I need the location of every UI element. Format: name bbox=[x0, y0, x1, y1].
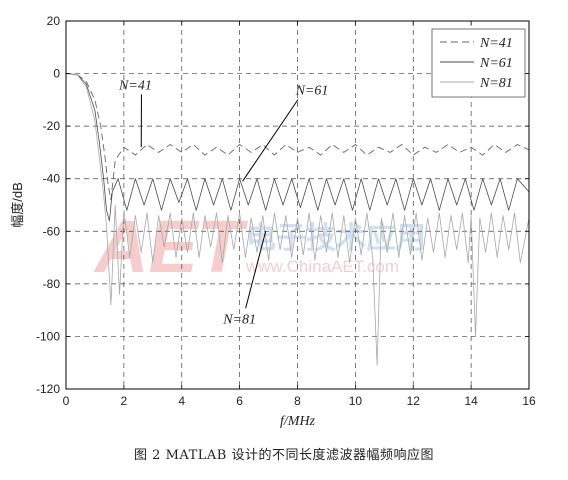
x-tick-label: 4 bbox=[178, 394, 185, 408]
annotation-leader-line bbox=[245, 231, 267, 309]
x-tick-label: 2 bbox=[121, 394, 128, 408]
x-tick-label: 16 bbox=[522, 394, 536, 408]
y-tick-label: -40 bbox=[43, 172, 61, 186]
y-axis-label: 幅度/dB bbox=[10, 182, 25, 228]
legend-entry: N=81 bbox=[479, 76, 513, 91]
x-tick-label: 12 bbox=[407, 394, 421, 408]
x-tick-label: 14 bbox=[464, 394, 478, 408]
x-tick-label: 0 bbox=[63, 394, 70, 408]
series-line-1 bbox=[65, 73, 530, 222]
x-axis-label: f/MHz bbox=[280, 414, 316, 429]
y-tick-label: -60 bbox=[43, 224, 61, 238]
legend-entry: N=61 bbox=[479, 56, 513, 71]
annotation-leader-line bbox=[242, 99, 299, 182]
y-tick-label: 20 bbox=[47, 14, 61, 28]
x-tick-labels: 0 2 4 6 8 10 12 14 16 bbox=[63, 394, 536, 408]
y-tick-label: -80 bbox=[43, 277, 61, 291]
watermark: AET 电子技术应用 www.ChinaAET.com bbox=[93, 205, 426, 288]
y-tick-label: 0 bbox=[53, 67, 60, 81]
x-tick-label: 10 bbox=[349, 394, 363, 408]
y-tick-label: -120 bbox=[36, 382, 60, 396]
series-lines bbox=[65, 73, 530, 366]
annotations: N=41 N=61 N=81 bbox=[118, 78, 328, 327]
y-tick-labels: 20 0 -20 -40 -60 -80 -100 -120 bbox=[36, 14, 60, 396]
series-line-0 bbox=[65, 73, 530, 201]
legend: N=41 N=61 N=81 bbox=[431, 28, 526, 98]
x-tick-label: 6 bbox=[236, 394, 243, 408]
y-tick-label: -20 bbox=[43, 119, 61, 133]
legend-box bbox=[431, 28, 526, 98]
annotation-label: N=41 bbox=[118, 78, 152, 93]
legend-entry: N=41 bbox=[479, 36, 513, 51]
watermark-url: www.ChinaAET.com bbox=[245, 257, 399, 276]
series-line-2 bbox=[65, 73, 530, 366]
y-tick-label: -100 bbox=[36, 329, 60, 343]
grid bbox=[66, 21, 529, 389]
annotation-label: N=81 bbox=[222, 312, 256, 327]
figure-caption: 图 2 MATLAB 设计的不同长度滤波器幅频响应图 bbox=[134, 448, 434, 463]
annotation-label: N=61 bbox=[295, 84, 329, 99]
x-tick-label: 8 bbox=[294, 394, 301, 408]
ticks bbox=[65, 20, 530, 390]
